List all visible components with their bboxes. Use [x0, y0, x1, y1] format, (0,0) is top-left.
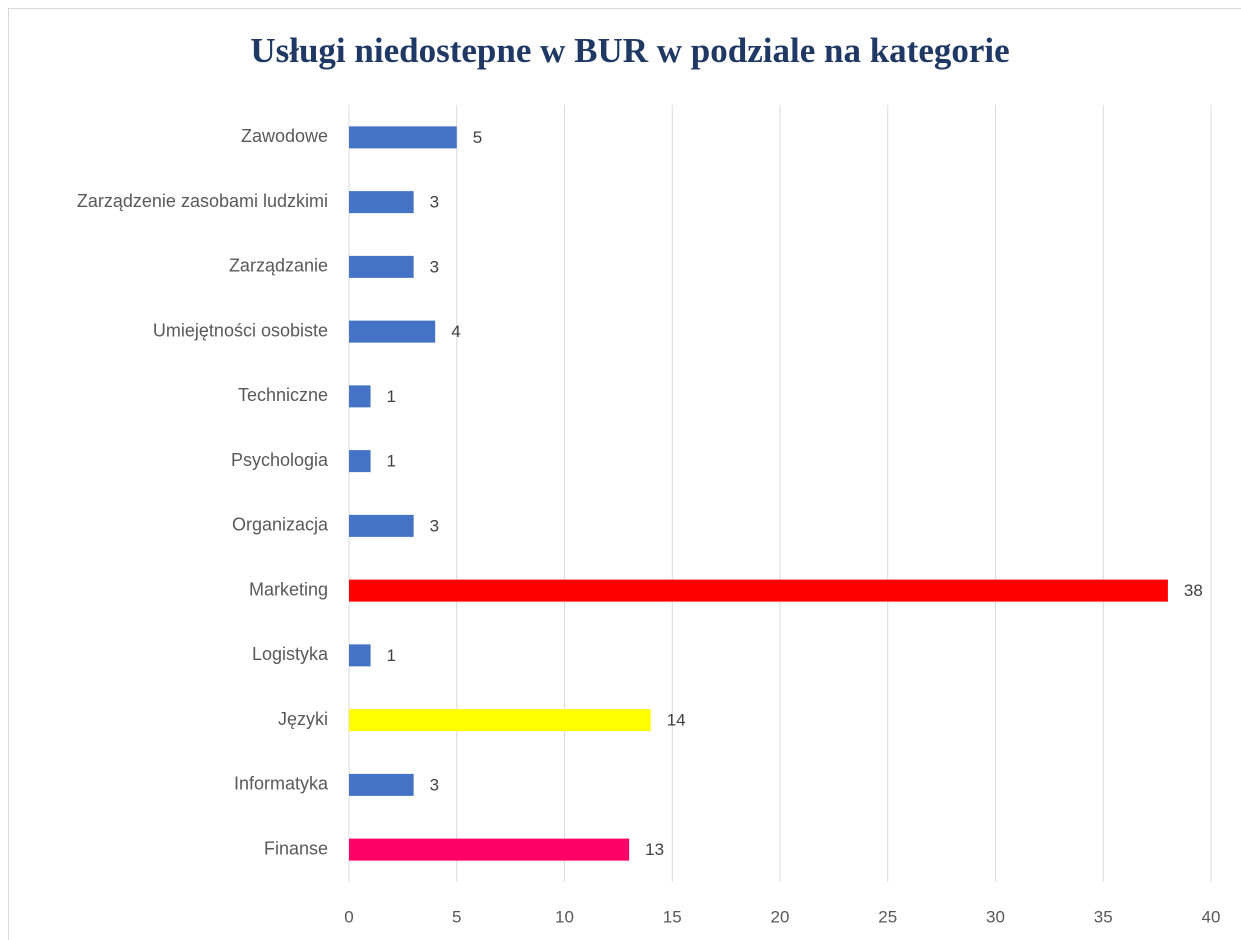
bar — [349, 644, 371, 667]
data-label: 3 — [430, 775, 439, 794]
y-tick-label: Informatyka — [234, 774, 329, 794]
data-label: 3 — [430, 257, 439, 276]
x-tick-label: 5 — [452, 907, 461, 926]
bar — [349, 191, 414, 214]
y-tick-label: Organizacja — [232, 515, 329, 535]
y-tick-label: Języki — [278, 709, 328, 729]
y-tick-label: Zarządzanie — [229, 256, 328, 276]
data-label: 1 — [387, 387, 396, 406]
chart-title: Usługi niedostepne w BUR w podziale na k… — [250, 31, 1009, 70]
bar — [349, 385, 371, 408]
x-tick-label: 0 — [344, 907, 353, 926]
data-label: 14 — [667, 711, 686, 730]
bar — [349, 514, 414, 537]
y-tick-label: Psychologia — [231, 450, 329, 470]
data-label: 3 — [430, 193, 439, 212]
bar — [349, 579, 1168, 602]
x-tick-label: 15 — [663, 907, 682, 926]
data-label: 1 — [387, 452, 396, 471]
data-label: 4 — [451, 322, 460, 341]
bar — [349, 255, 414, 278]
data-label: 3 — [430, 516, 439, 535]
x-tick-label: 30 — [986, 907, 1005, 926]
bar — [349, 773, 414, 796]
x-tick-label: 25 — [878, 907, 897, 926]
bar — [349, 838, 630, 861]
y-tick-label: Marketing — [249, 579, 328, 599]
y-tick-label: Finanse — [264, 838, 328, 858]
x-tick-label: 35 — [1094, 907, 1113, 926]
x-tick-label: 10 — [555, 907, 574, 926]
data-label: 13 — [645, 840, 664, 859]
data-label: 5 — [473, 128, 482, 147]
y-tick-label: Logistyka — [252, 644, 329, 664]
x-tick-label: 20 — [771, 907, 790, 926]
x-tick-label: 40 — [1202, 907, 1221, 926]
bar — [349, 126, 457, 149]
data-label: 38 — [1184, 581, 1203, 600]
chart-border — [8, 8, 1241, 940]
y-tick-label: Techniczne — [238, 385, 328, 405]
bar — [349, 709, 651, 732]
y-tick-label: Umiejętności osobiste — [153, 320, 328, 340]
y-tick-label: Zarządzenie zasobami ludzkimi — [77, 191, 328, 211]
bar — [349, 320, 436, 343]
data-label: 1 — [387, 646, 396, 665]
bar — [349, 450, 371, 473]
y-tick-label: Zawodowe — [241, 126, 328, 146]
